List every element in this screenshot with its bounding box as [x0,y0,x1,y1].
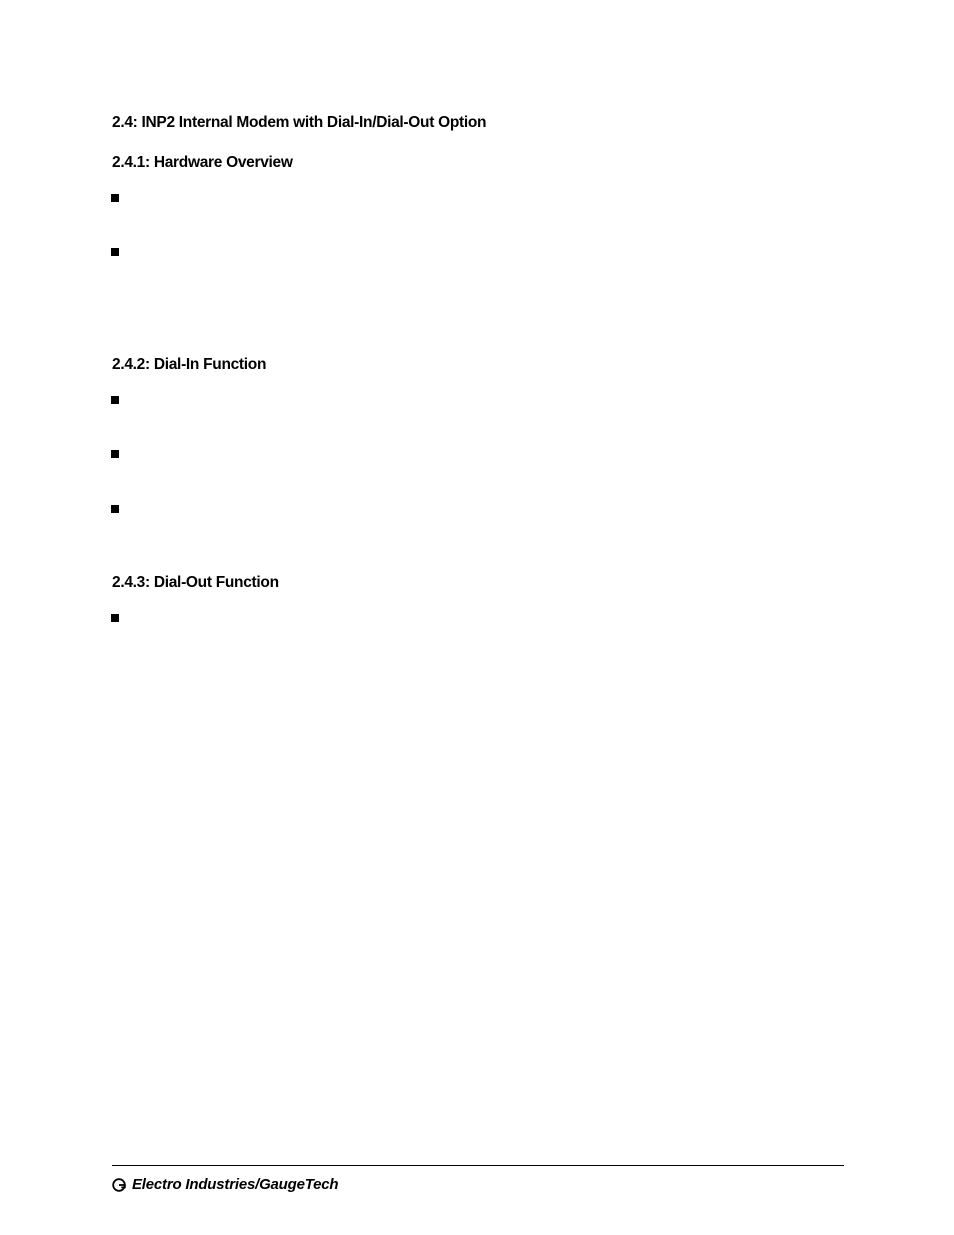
spacer [112,318,844,354]
heading-2-4-1: 2.4.1: Hardware Overview [112,152,844,174]
footer-row: Electro Industries/GaugeTech Doc # E1077… [112,1176,844,1193]
bullet-item: The modem operates at up to 56k baud. It… [112,243,844,304]
footer-company: Electro Industries/GaugeTech [132,1176,338,1193]
heading-2-4: 2.4: INP2 Internal Modem with Dial-In/Di… [112,112,844,134]
heading-2-4-2: 2.4.2: Dial-In Function [112,354,844,376]
page-footer: Electro Industries/GaugeTech Doc # E1077… [112,1165,844,1193]
bullet-item: Optional password protection restricts a… [112,500,844,541]
heading-2-4-3: 2.4.3: Dial-Out Function [112,572,844,594]
company-logo-icon [112,1178,126,1192]
footer-left: Electro Industries/GaugeTech Doc # E1077… [112,1176,462,1193]
bullet-item: The user dials the meter via Communicato… [112,391,844,432]
bullet-item: The INP2 Option for the Nexus 1252 Meter… [112,189,844,230]
footer-rule [112,1165,844,1166]
bullet-item: Once connected, the software communicate… [112,445,844,486]
bullet-item: The Dial-Out function allows the meter t… [112,609,844,690]
page-content: 2.4: INP2 Internal Modem with Dial-In/Di… [112,112,844,690]
spacer [112,554,844,572]
